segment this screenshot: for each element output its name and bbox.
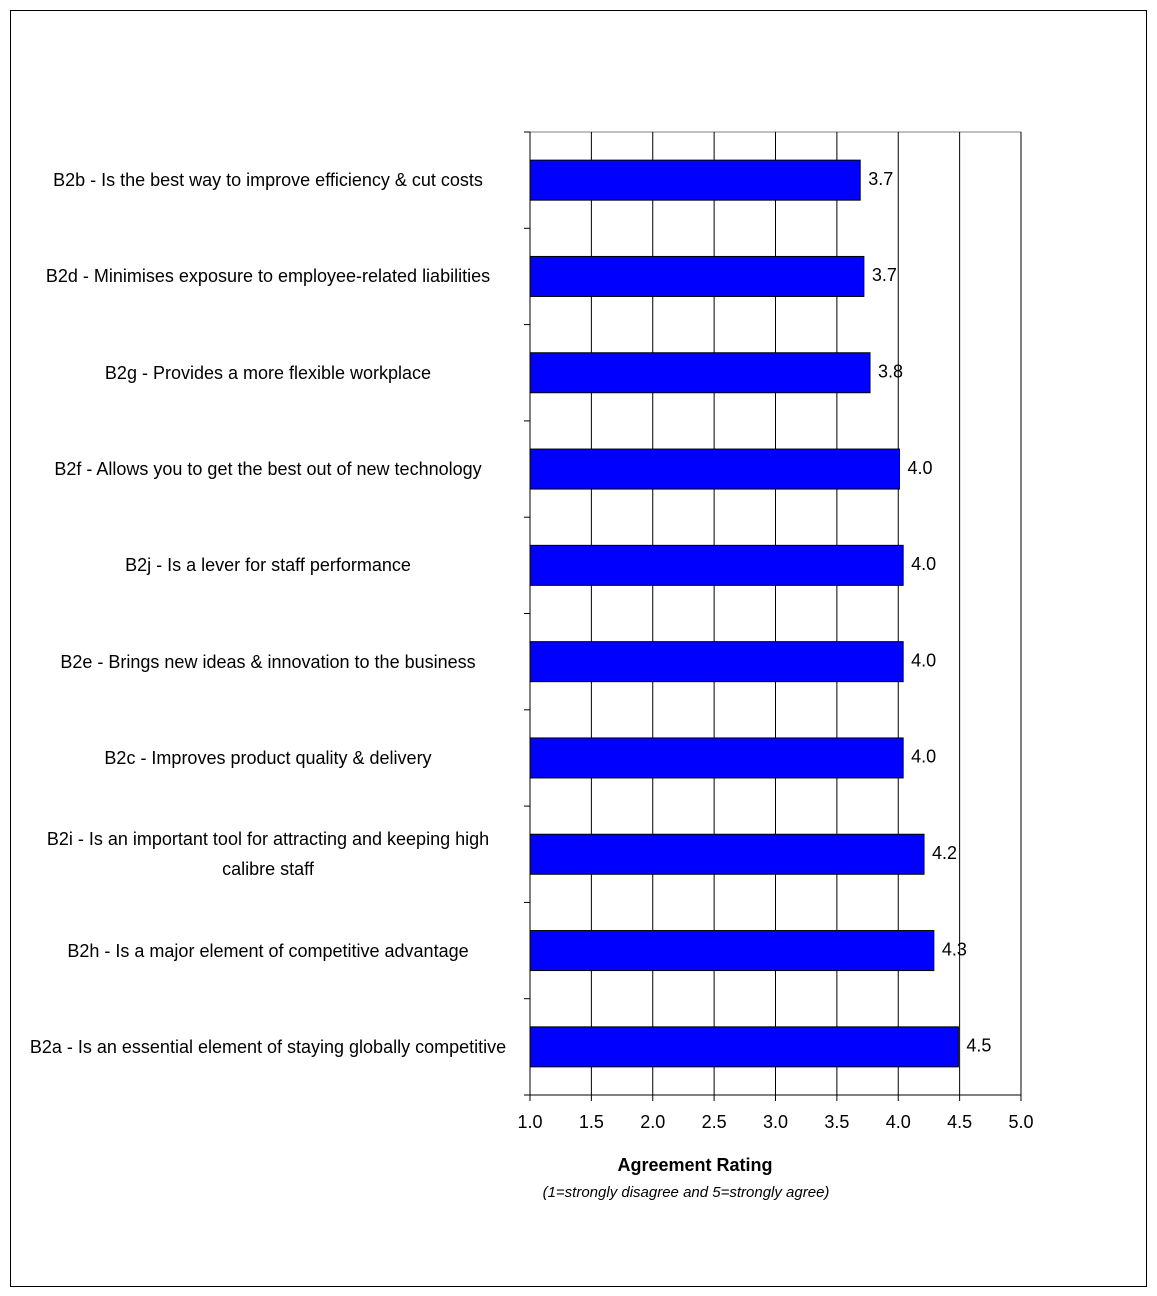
- y-tick-label: B2j - Is a lever for staff performance: [125, 555, 411, 576]
- x-tick-label: 4.5: [947, 1112, 972, 1132]
- bar: [529, 544, 904, 586]
- bar: [529, 930, 935, 972]
- x-tick-label: 3.0: [763, 1112, 788, 1132]
- bar: [529, 159, 861, 201]
- data-label: 3.7: [868, 169, 893, 189]
- data-label: 4.3: [942, 939, 967, 959]
- y-tick-label: B2c - Improves product quality & deliver…: [104, 747, 432, 768]
- y-tick-label: B2a - Is an essential element of staying…: [29, 1036, 507, 1057]
- bar: [529, 1026, 959, 1068]
- x-tick-label: 3.5: [824, 1112, 849, 1132]
- data-label: 3.7: [872, 265, 897, 285]
- y-tick-label: B2e - Brings new ideas & innovation to t…: [60, 651, 476, 672]
- x-tick-label: 5.0: [1008, 1112, 1033, 1132]
- bar: [529, 641, 904, 683]
- data-label: 4.0: [911, 747, 936, 767]
- x-tick-label: 1.5: [579, 1112, 604, 1132]
- bar: [529, 448, 900, 490]
- y-tick-label: B2b - Is the best way to improve efficie…: [53, 170, 483, 191]
- bar: [529, 352, 871, 394]
- data-label: 3.8: [878, 362, 903, 382]
- y-tick-label: B2h - Is a major element of competitive …: [67, 940, 469, 961]
- x-tick-label: 2.5: [702, 1112, 727, 1132]
- y-tick-label: B2d - Minimises exposure to employee-rel…: [45, 266, 491, 287]
- x-axis-note: (1=strongly disagree and 5=strongly agre…: [543, 1184, 830, 1201]
- chart-border: [10, 10, 1147, 1287]
- x-tick-label: 2.0: [640, 1112, 665, 1132]
- data-label: 4.5: [966, 1036, 991, 1056]
- y-tick-label: B2i - Is an important tool for attractin…: [46, 829, 490, 880]
- y-tick-label: B2g - Provides a more flexible workplace: [104, 362, 432, 383]
- x-axis-title: Agreement Rating: [617, 1155, 772, 1175]
- x-tick-label: 1.0: [517, 1112, 542, 1132]
- data-label: 4.2: [932, 843, 957, 863]
- data-label: 4.0: [911, 650, 936, 670]
- x-tick-label: 4.0: [886, 1112, 911, 1132]
- bar: [529, 255, 865, 297]
- bar: [529, 833, 925, 875]
- bar: [529, 737, 904, 779]
- data-label: 4.0: [911, 554, 936, 574]
- data-label: 4.0: [907, 458, 932, 478]
- y-tick-label: B2f - Allows you to get the best out of …: [54, 459, 482, 480]
